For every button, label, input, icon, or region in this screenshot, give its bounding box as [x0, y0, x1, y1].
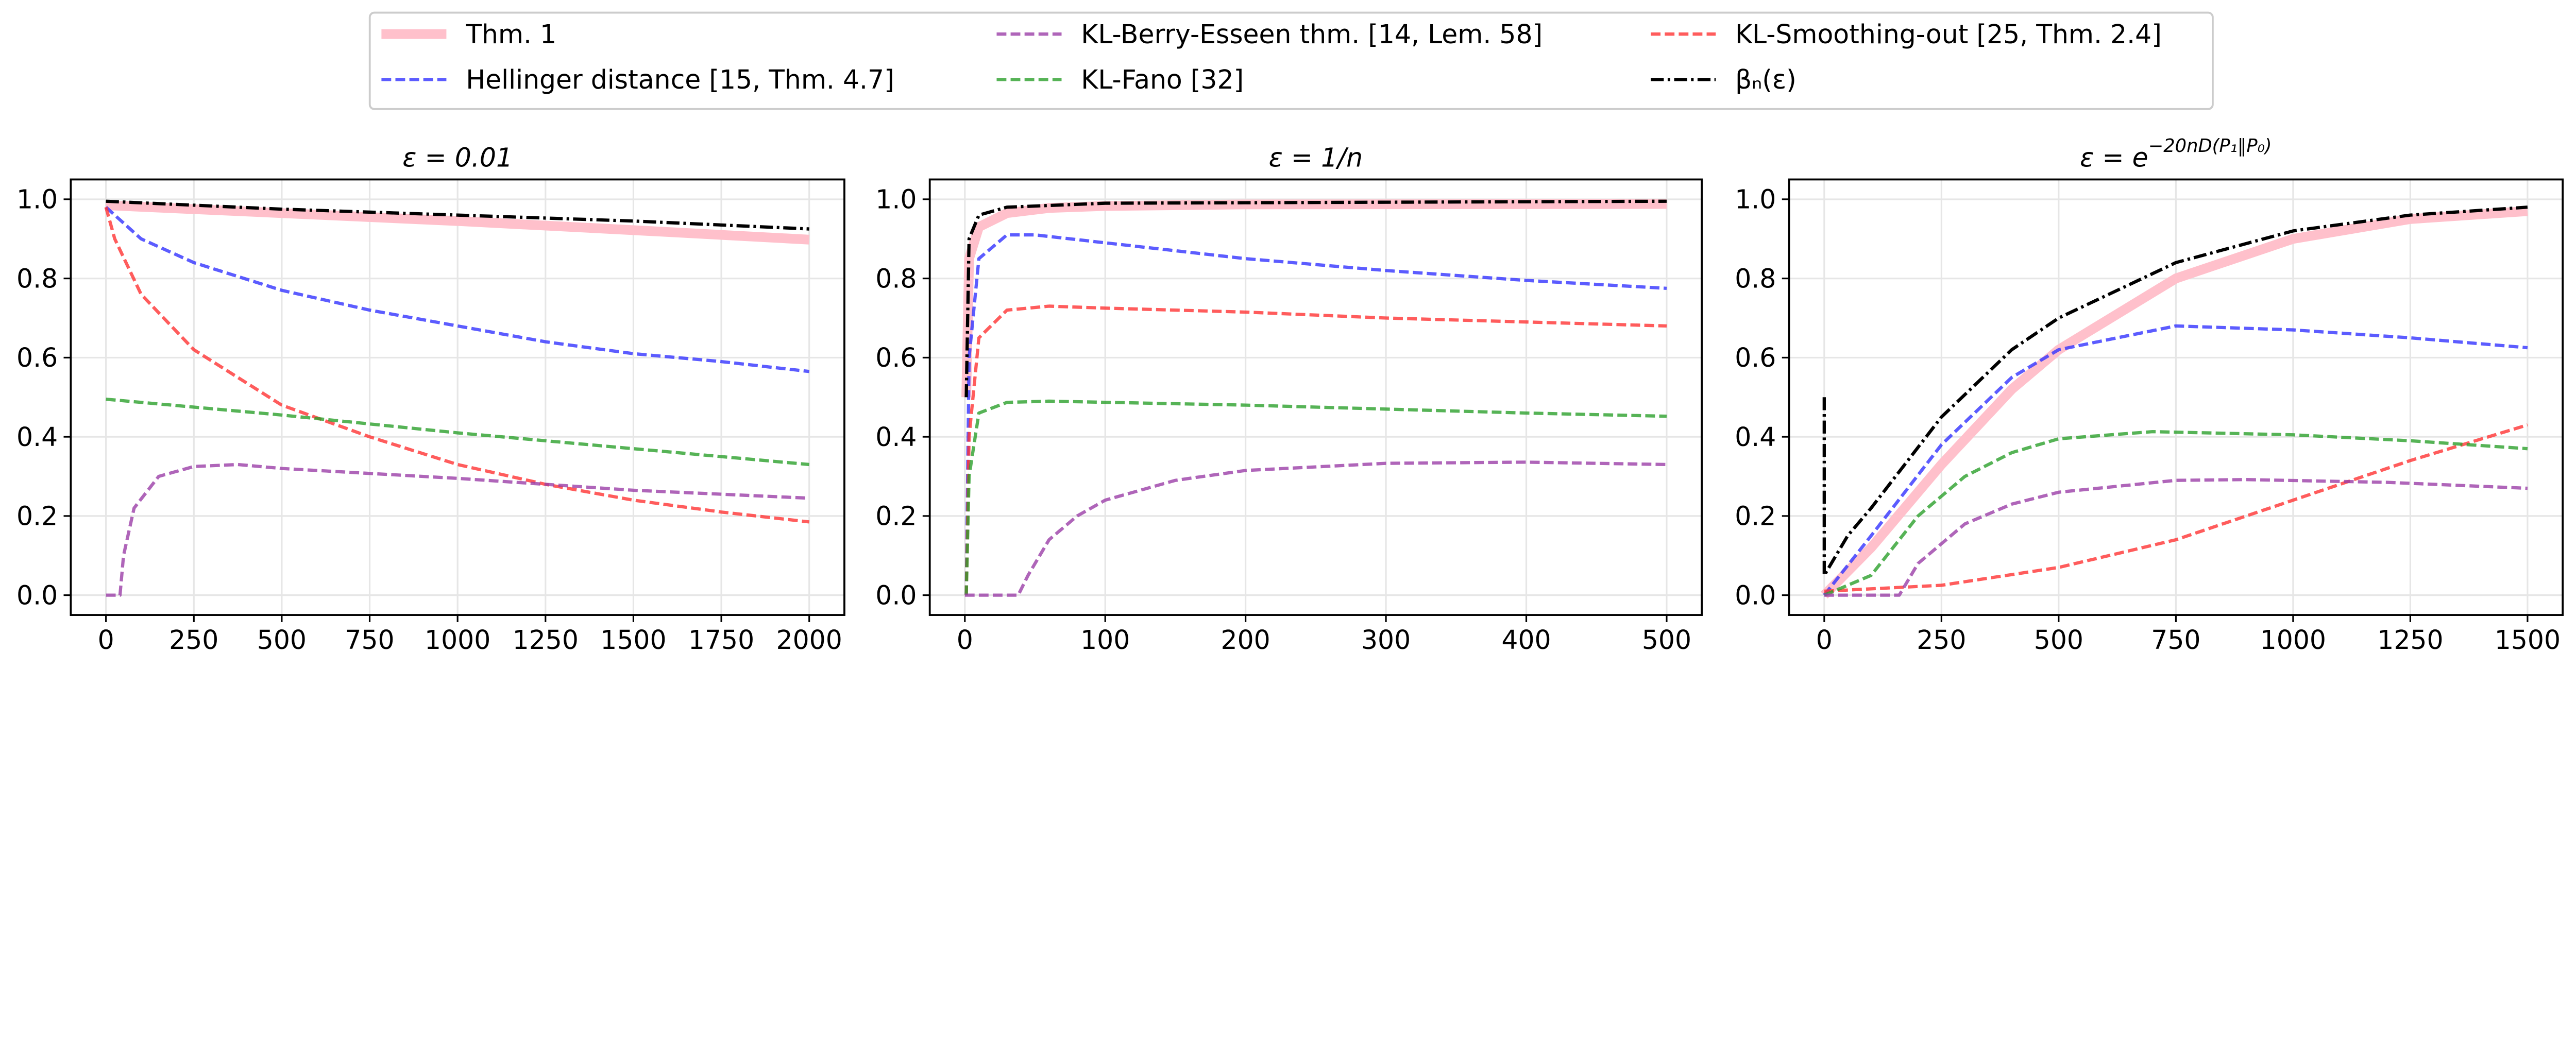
x-tick-label: 200 [1221, 625, 1270, 655]
x-tick-label: 0 [1816, 625, 1833, 655]
y-tick-label: 0.4 [16, 422, 58, 452]
series-line-thm1 [106, 200, 810, 245]
series-line-fano [106, 397, 809, 467]
panels: 0 250 500 750 1000 1250 1500 1750 20000.00.20.40… [16, 135, 2564, 655]
y-tick-label: 0.8 [16, 263, 58, 294]
x-tick-label: 500 [1642, 625, 1691, 655]
figure: Thm. 1 Hellinger distance [15, Thm. 4.7] K… [16, 11, 2564, 655]
y-tick-label: 0.6 [1735, 342, 1776, 373]
y-tick-label: 0.6 [875, 342, 917, 373]
axes-frame [70, 178, 845, 616]
legend-label-hell: Hellinger distance [15, Thm. 4.7] [466, 64, 894, 95]
legend-label-thm1: Thm. 1 [465, 19, 556, 49]
series-line-fano [964, 399, 1667, 595]
y-tick-label: 0.2 [1735, 501, 1776, 532]
y-tick-label: 0.2 [16, 501, 58, 532]
x-tick-label: 1000 [2260, 625, 2326, 655]
x-tick-label: 1500 [2495, 625, 2561, 655]
y-tick-label: 0.8 [875, 263, 917, 294]
x-tick-label: 0 [98, 625, 114, 655]
panel-2: 0 100 200 300 400 500 0.0 0.2 0.4 0.6 0.8 1.0 ε = 1/… [875, 142, 1703, 655]
axes-frame [928, 178, 1703, 616]
x-tick-label: 1000 [425, 625, 490, 655]
x-tick-label: 1750 [688, 625, 754, 655]
x-tick-label: 1250 [513, 625, 579, 655]
legend-frame [368, 11, 2214, 110]
y-tick-label: 0.4 [1735, 422, 1776, 452]
x-tick-label: 500 [257, 625, 307, 655]
y-tick-label: 1.0 [1735, 184, 1776, 215]
legend-label-berry: KL-Berry-Esseen thm. [14, Lem. 58] [1081, 19, 1543, 49]
panel-title-main: ε = e [2080, 142, 2148, 173]
legend-label-fano: KL-Fano [32] [1081, 64, 1244, 95]
y-tick-label: 0.0 [875, 580, 917, 610]
panel-3: 0 250 500 750 1000 1250 1500 0.0 0.2 0.4 0.6 0.8 1.0… [1735, 135, 2564, 655]
x-tick-label: 300 [1361, 625, 1411, 655]
series-line-hell [105, 205, 810, 373]
series-line-berry [1824, 478, 2528, 597]
panel-title-main: ε = 1/n [1269, 142, 1363, 173]
y-tick-label: 0.8 [1735, 263, 1776, 294]
y-tick-label: 0.4 [875, 422, 917, 452]
series-line-thm1 [961, 199, 1667, 398]
series-line-fano [1823, 430, 2528, 597]
panel-title: ε = e−20nD(P₁‖P₀) [2080, 135, 2272, 173]
x-tick-label: 0 [957, 625, 973, 655]
panel-title: ε = 0.01 [402, 142, 513, 173]
axes-frame [1788, 178, 2564, 616]
y-tick-label: 0.0 [1735, 580, 1776, 610]
y-tick-label: 1.0 [875, 184, 917, 215]
panel-1: 0 250 500 750 1000 1250 1500 1750 2000 0.0 0.2 0.4 0… [16, 142, 845, 655]
x-tick-label: 2000 [776, 625, 842, 655]
x-tick-label: 750 [2151, 625, 2200, 655]
series-line-smooth [964, 304, 1667, 595]
series-line-hell [1823, 324, 2528, 596]
x-tick-label: 1500 [600, 625, 666, 655]
x-tick-label: 750 [345, 625, 394, 655]
series-line-beta [1822, 205, 2528, 577]
panel-title-main: ε = 0.01 [402, 142, 513, 173]
series-line-beta [964, 199, 1667, 398]
x-tick-label: 500 [2034, 625, 2083, 655]
y-tick-label: 1.0 [16, 184, 58, 215]
legend-label-beta: βₙ(ε) [1735, 64, 1797, 95]
legend-label-smooth: KL-Smoothing-out [25, Thm. 2.4] [1735, 19, 2162, 49]
x-tick-label: 250 [1917, 625, 1966, 655]
legend: Thm. 1 Hellinger distance [15, Thm. 4.7] K… [368, 11, 2214, 110]
y-tick-label: 0.0 [16, 580, 58, 610]
y-tick-label: 0.6 [16, 342, 58, 373]
series-line-smooth [104, 207, 810, 524]
series-line-smooth [1824, 423, 2528, 593]
series-line-berry [964, 460, 1667, 597]
panel-title: ε = 1/n [1269, 142, 1363, 173]
x-tick-label: 1250 [2377, 625, 2443, 655]
panel-title-superscript: −20nD(P₁‖P₀) [2148, 135, 2272, 157]
y-tick-label: 0.2 [875, 501, 917, 532]
x-tick-label: 250 [169, 625, 218, 655]
series-line-beta [106, 199, 809, 231]
x-tick-label: 400 [1501, 625, 1551, 655]
series-line-hell [964, 233, 1667, 595]
x-tick-label: 100 [1080, 625, 1130, 655]
